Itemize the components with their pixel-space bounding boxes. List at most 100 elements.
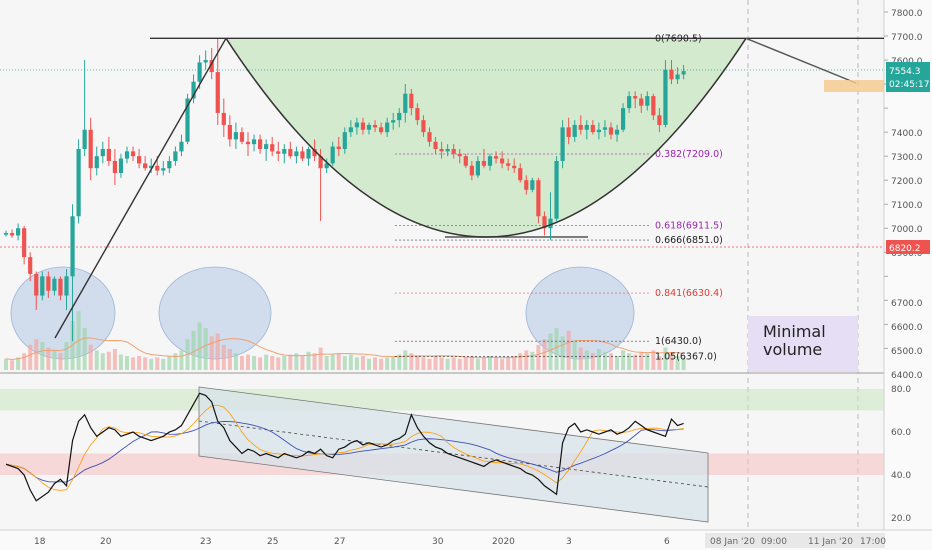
volume-bar <box>306 351 311 370</box>
volume-bar <box>554 328 559 370</box>
support-price-label: 6820.2 <box>889 244 921 254</box>
volume-bar <box>191 330 196 370</box>
price-tick-label: 7100.0 <box>891 201 923 211</box>
volume-highlight <box>525 266 635 360</box>
candle-body <box>524 180 529 190</box>
candle-body <box>681 71 686 75</box>
volume-bar <box>657 356 662 370</box>
candle-body <box>475 160 480 176</box>
candle-body <box>530 180 535 190</box>
candle-body <box>487 156 493 166</box>
fib-label: 0.382(7209.0) <box>655 149 723 160</box>
volume-bar <box>221 344 226 370</box>
volume-bar <box>155 357 160 370</box>
candle-body <box>421 120 426 133</box>
candle-body <box>173 151 178 161</box>
volume-bar <box>572 342 577 370</box>
volume-bar <box>324 356 329 370</box>
candle-body <box>270 144 275 152</box>
volume-bar <box>106 351 111 370</box>
volume-bar <box>330 354 335 370</box>
trend-line-up <box>54 37 227 339</box>
volume-bar <box>300 356 305 370</box>
volume-bar <box>348 354 353 370</box>
fib-label: 0.841(6630.4) <box>655 288 723 299</box>
time-label: 23 <box>200 537 211 547</box>
volume-bar <box>246 354 250 370</box>
candle-body <box>481 160 487 166</box>
candle-body <box>3 233 9 235</box>
candle-body <box>633 96 638 99</box>
fib-label: 1(6430.0) <box>655 336 702 347</box>
candle-body <box>445 148 450 152</box>
volume-bar <box>52 350 57 370</box>
candle-body <box>118 158 124 174</box>
candle-body <box>124 151 130 159</box>
candle-body <box>227 124 232 140</box>
target-box <box>824 80 884 92</box>
axes-layer[interactable] <box>884 11 888 349</box>
candle-body <box>663 69 668 125</box>
annotation-text: volume <box>763 340 822 359</box>
candle-body <box>94 156 99 169</box>
candle-body <box>675 74 680 80</box>
candle-body <box>342 132 347 149</box>
candle-body <box>185 98 190 142</box>
volume-bar <box>94 350 99 370</box>
rsi-tick-label: 20.0 <box>891 514 911 524</box>
volume-bar <box>312 353 317 370</box>
candle-body <box>22 228 27 258</box>
volume-bar <box>645 353 650 370</box>
candle-body <box>82 129 87 149</box>
volume-bar <box>318 347 323 370</box>
volume-bar <box>560 336 565 370</box>
candle-body <box>493 156 499 159</box>
candle-body <box>621 108 626 130</box>
candle-body <box>179 141 184 152</box>
volume-bar <box>203 328 208 370</box>
countdown-label: 02:45:17 <box>889 80 929 90</box>
candle-body <box>596 129 601 133</box>
candle-body <box>500 158 505 164</box>
volume-bar <box>675 356 680 370</box>
volume-bar <box>481 357 486 370</box>
grid-layer <box>747 0 859 530</box>
candle-body <box>391 120 396 123</box>
volume-bar <box>125 356 129 370</box>
candle-body <box>385 122 390 133</box>
candles-layer <box>3 38 686 342</box>
candle-body <box>548 218 553 229</box>
time-label: 18 <box>34 537 46 547</box>
volume-bar <box>397 354 402 370</box>
volume-bar <box>451 357 456 370</box>
volume-bar <box>427 358 432 370</box>
volume-bar <box>161 358 166 370</box>
volume-bar <box>615 356 620 370</box>
candle-body <box>584 124 589 130</box>
candle-body <box>324 163 329 169</box>
volume-bar <box>131 357 136 370</box>
candle-body <box>372 124 378 128</box>
volume-bar <box>596 349 601 370</box>
candle-body <box>161 168 166 171</box>
candle-body <box>657 115 662 125</box>
candle-body <box>312 148 317 157</box>
rsi-tick-label: 80.0 <box>891 385 911 395</box>
candle-body <box>40 276 45 296</box>
candle-body <box>197 62 202 82</box>
rsi-tick-label: 60.0 <box>891 428 911 438</box>
volume-bar <box>566 330 571 370</box>
candle-body <box>100 148 105 157</box>
rsi-channel <box>198 386 709 523</box>
volume-bar <box>524 350 529 370</box>
price-tick-label: 7200.0 <box>891 177 923 187</box>
candle-body <box>264 144 269 149</box>
volume-bar <box>512 356 517 370</box>
volume-bar <box>542 339 547 370</box>
candle-body <box>572 124 577 137</box>
volume-bar <box>445 358 450 370</box>
volume-bar <box>143 357 148 370</box>
volume-bar <box>651 350 656 370</box>
volume-bar <box>609 353 613 370</box>
candle-body <box>379 127 384 133</box>
